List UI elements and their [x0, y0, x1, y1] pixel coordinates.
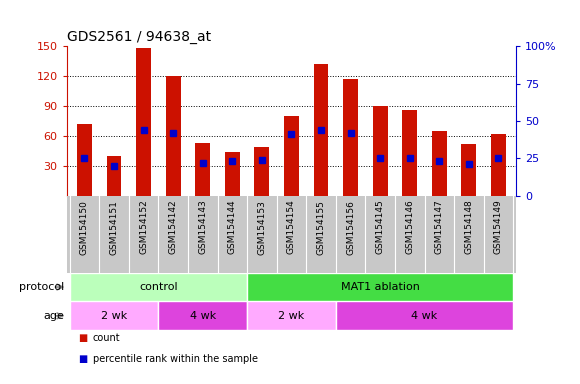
- Bar: [403, 110, 417, 196]
- Bar: [462, 144, 476, 196]
- Text: GSM154143: GSM154143: [198, 200, 207, 255]
- Text: GSM154148: GSM154148: [465, 200, 473, 255]
- Bar: [225, 152, 240, 196]
- Bar: [77, 124, 92, 196]
- Text: GSM154146: GSM154146: [405, 200, 414, 255]
- Text: 2 wk: 2 wk: [101, 311, 127, 321]
- Text: ■: ■: [78, 333, 88, 343]
- Text: 2 wk: 2 wk: [278, 311, 304, 321]
- Bar: [166, 76, 180, 196]
- Text: protocol: protocol: [19, 282, 64, 292]
- Bar: [195, 143, 210, 196]
- Text: GSM154145: GSM154145: [376, 200, 385, 255]
- Text: ■: ■: [78, 354, 88, 364]
- Text: 4 wk: 4 wk: [411, 311, 438, 321]
- Bar: [247, 273, 513, 301]
- Text: GSM154155: GSM154155: [317, 200, 325, 255]
- Text: GSM154151: GSM154151: [110, 200, 118, 255]
- Bar: [107, 156, 121, 196]
- Text: GSM154150: GSM154150: [80, 200, 89, 255]
- Bar: [336, 301, 513, 330]
- Text: GSM154144: GSM154144: [228, 200, 237, 254]
- Bar: [255, 147, 269, 196]
- Bar: [373, 106, 387, 196]
- Text: MAT1 ablation: MAT1 ablation: [340, 282, 419, 292]
- Bar: [70, 273, 247, 301]
- Text: count: count: [93, 333, 121, 343]
- Text: GSM154149: GSM154149: [494, 200, 503, 255]
- Bar: [158, 301, 247, 330]
- Bar: [70, 301, 158, 330]
- Text: 4 wk: 4 wk: [190, 311, 216, 321]
- Text: GSM154147: GSM154147: [435, 200, 444, 255]
- Text: percentile rank within the sample: percentile rank within the sample: [93, 354, 258, 364]
- Bar: [491, 134, 506, 196]
- Bar: [284, 116, 299, 196]
- Bar: [247, 301, 336, 330]
- Text: GSM154153: GSM154153: [258, 200, 266, 255]
- Bar: [136, 48, 151, 196]
- Bar: [432, 131, 447, 196]
- Bar: [314, 64, 328, 196]
- Text: GSM154156: GSM154156: [346, 200, 355, 255]
- Text: age: age: [43, 311, 64, 321]
- Text: GSM154154: GSM154154: [287, 200, 296, 255]
- Text: control: control: [139, 282, 177, 292]
- Text: GSM154142: GSM154142: [169, 200, 177, 254]
- Bar: [343, 79, 358, 196]
- Text: GDS2561 / 94638_at: GDS2561 / 94638_at: [67, 30, 211, 44]
- Text: GSM154152: GSM154152: [139, 200, 148, 255]
